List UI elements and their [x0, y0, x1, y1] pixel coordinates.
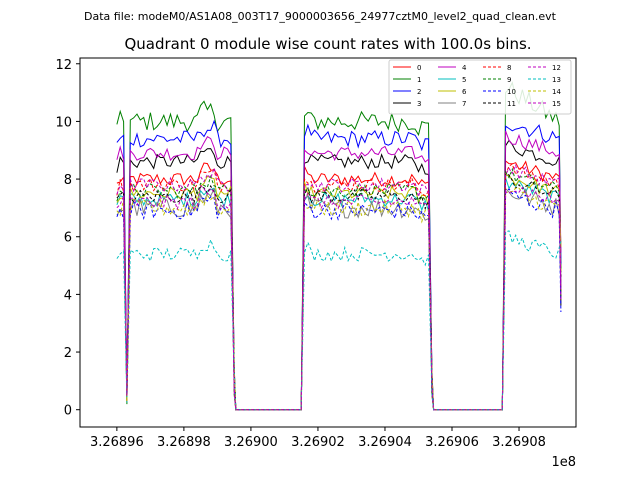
- y-tick-label: 4: [64, 288, 72, 303]
- axes-layer: 3.26896 3.26898 3.26900 3.26902 3.26904 3.269…: [55, 58, 545, 450]
- y-tick-label: 10: [55, 115, 72, 130]
- legend-label-11: 11: [507, 100, 516, 108]
- x-tick-label: 3.26898: [157, 435, 211, 450]
- series-line-14: [116, 187, 562, 411]
- legend-label-0: 0: [417, 64, 421, 72]
- series-line-5: [116, 177, 562, 411]
- series-line-4: [116, 130, 562, 411]
- x-tick-label: 3.26902: [291, 435, 345, 450]
- legend-label-3: 3: [417, 100, 421, 108]
- y-tick-label: 8: [64, 173, 72, 188]
- series-line-12: [116, 163, 562, 411]
- x-tick-label: 3.26896: [90, 435, 144, 450]
- legend-label-7: 7: [462, 100, 466, 108]
- y-tick-label: 0: [64, 404, 72, 419]
- y-tick-label: 6: [64, 231, 72, 246]
- legend-label-1: 1: [417, 76, 421, 84]
- legend-label-6: 6: [462, 88, 467, 96]
- series-line-6: [116, 174, 562, 411]
- x-tick-label: 3.26906: [425, 435, 479, 450]
- x-offset-label: 1e8: [551, 455, 576, 470]
- series-line-8: [116, 163, 562, 411]
- legend-label-12: 12: [552, 64, 561, 72]
- series-line-3: [116, 139, 562, 411]
- legend-label-13: 13: [552, 76, 561, 84]
- chart-title: Quadrant 0 module wise count rates with …: [124, 35, 531, 53]
- legend-label-4: 4: [462, 64, 467, 72]
- legend-label-2: 2: [417, 88, 421, 96]
- legend-label-10: 10: [507, 88, 516, 96]
- series-line-2: [116, 119, 562, 411]
- legend-label-8: 8: [507, 64, 511, 72]
- legend-box: [388, 59, 572, 115]
- series-layer: [116, 81, 562, 411]
- series-line-10: [116, 188, 562, 411]
- legend-label-15: 15: [552, 100, 561, 108]
- chart-suptitle: Data file: modeM0/AS1A08_003T17_90000036…: [84, 10, 557, 23]
- y-tick-label: 2: [64, 346, 72, 361]
- legend-label-9: 9: [507, 76, 511, 84]
- series-line-13: [116, 230, 562, 411]
- plot-frame: [79, 57, 577, 428]
- x-tick-label: 3.26900: [224, 435, 278, 450]
- series-line-9: [116, 167, 562, 411]
- x-tick-label: 3.26908: [492, 435, 546, 450]
- legend-label-5: 5: [462, 76, 466, 84]
- series-line-15: [116, 184, 562, 411]
- series-line-11: [116, 174, 562, 411]
- y-tick-label: 12: [55, 58, 72, 73]
- series-line-0: [116, 159, 562, 411]
- series-line-7: [116, 187, 562, 411]
- legend-label-14: 14: [552, 88, 561, 96]
- x-tick-label: 3.26904: [358, 435, 412, 450]
